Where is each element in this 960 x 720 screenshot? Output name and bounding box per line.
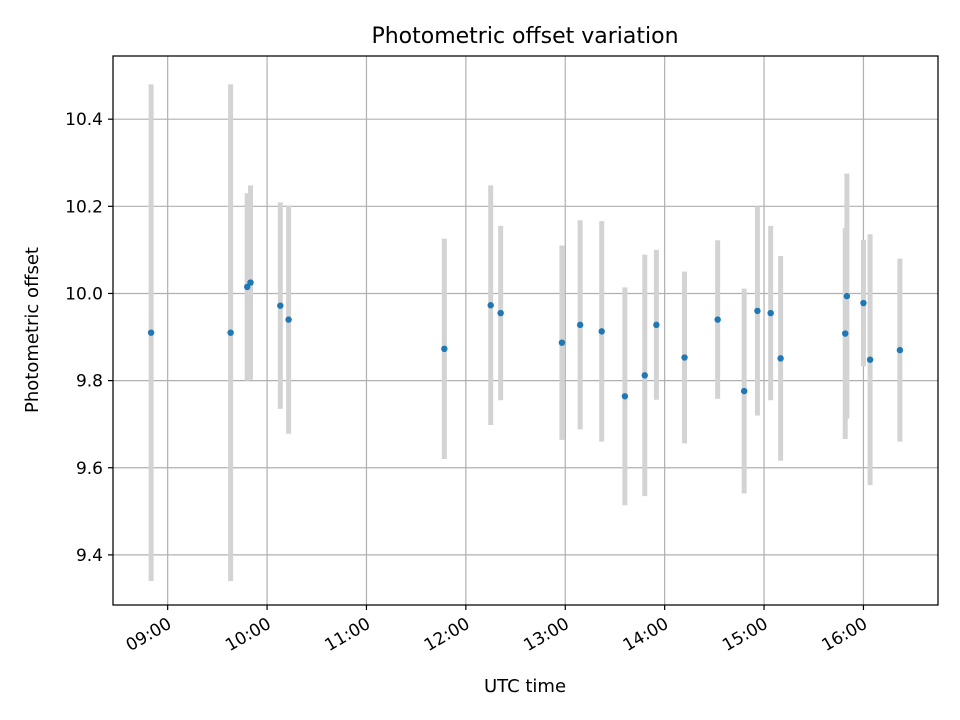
- data-point: [247, 279, 254, 286]
- y-tick-label: 9.8: [76, 372, 103, 392]
- data-point: [653, 321, 660, 329]
- y-tick-label: 10.4: [65, 110, 103, 130]
- data-point: [558, 339, 566, 346]
- data-points: [147, 279, 904, 400]
- data-point: [740, 387, 748, 395]
- y-axis-label: Photometric offset: [22, 247, 43, 413]
- data-point: [576, 321, 584, 329]
- plot-frame: [112, 55, 939, 606]
- data-point: [277, 302, 284, 309]
- chart-title: Photometric offset variation: [371, 24, 678, 49]
- data-point: [777, 355, 784, 362]
- data-point: [681, 354, 688, 361]
- data-point: [860, 299, 867, 307]
- data-point: [285, 316, 292, 323]
- data-point: [441, 345, 448, 352]
- data-point: [896, 346, 904, 354]
- data-point: [767, 309, 774, 317]
- y-axis-ticks: 9.4 9.6 9.8 10.0 10.2 10.4: [65, 110, 113, 566]
- data-point: [497, 309, 504, 317]
- y-tick-label: 9.4: [76, 546, 103, 566]
- data-point: [147, 329, 155, 336]
- data-point: [866, 356, 874, 363]
- data-point: [227, 329, 234, 336]
- data-point: [641, 372, 648, 379]
- y-tick-label: 9.6: [76, 459, 103, 479]
- y-tick-label: 10.0: [65, 284, 103, 304]
- x-axis-label: UTC time: [484, 676, 566, 697]
- data-point: [754, 307, 761, 315]
- data-point: [843, 292, 851, 300]
- data-point: [243, 283, 251, 291]
- data-point: [621, 393, 629, 400]
- data-point: [487, 302, 494, 309]
- data-point: [598, 328, 605, 335]
- data-point: [714, 316, 721, 323]
- data-point: [842, 330, 849, 337]
- y-tick-label: 10.2: [65, 197, 103, 217]
